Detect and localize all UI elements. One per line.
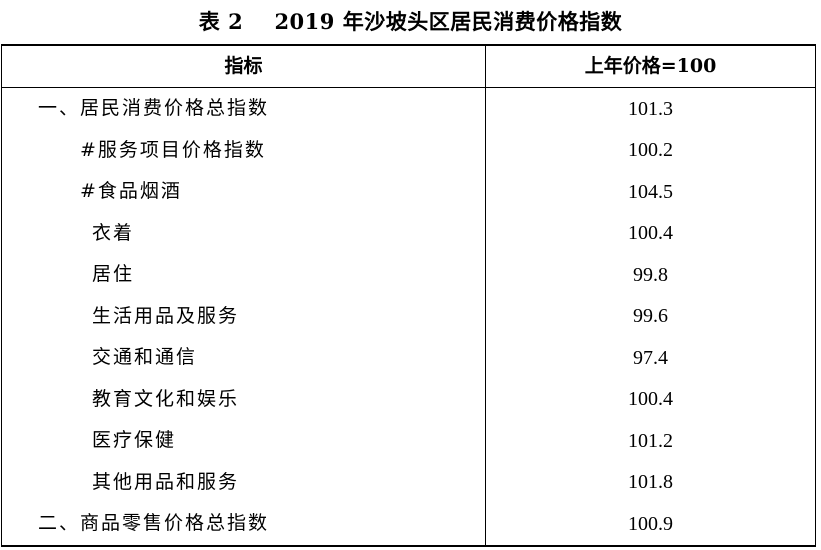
table-row: 医疗保健 101.2 [1, 420, 816, 462]
table-row: 二、商品零售价格总指数 100.9 [1, 503, 816, 547]
table-row: 居住 99.8 [1, 254, 816, 296]
row-value: 100.4 [485, 212, 816, 254]
row-label: 一、居民消费价格总指数 [1, 87, 486, 130]
row-value: 99.8 [485, 254, 816, 296]
table-row: 生活用品及服务 99.6 [1, 295, 816, 337]
row-value: 101.2 [485, 420, 816, 462]
table-row: 交通和通信 97.4 [1, 337, 816, 379]
row-label: 衣着 [1, 212, 486, 254]
row-label: 教育文化和娱乐 [1, 378, 486, 420]
row-value: 99.6 [485, 295, 816, 337]
row-label: 二、商品零售价格总指数 [1, 503, 486, 547]
table-row: #食品烟酒 104.5 [1, 171, 816, 213]
row-label: #食品烟酒 [1, 171, 486, 213]
row-value: 97.4 [485, 337, 816, 379]
row-label: 居住 [1, 254, 486, 296]
table-header-row: 指标 上年价格=100 [1, 44, 816, 88]
row-label: 医疗保健 [1, 420, 486, 462]
table-row: #服务项目价格指数 100.2 [1, 129, 816, 171]
row-label: 生活用品及服务 [1, 295, 486, 337]
row-value: 100.4 [485, 378, 816, 420]
header-value: 上年价格=100 [485, 44, 816, 88]
header-indicator: 指标 [1, 44, 486, 88]
row-value: 100.2 [485, 129, 816, 171]
table-row: 其他用品和服务 101.8 [1, 461, 816, 503]
row-label: 交通和通信 [1, 337, 486, 379]
table-row: 一、居民消费价格总指数 101.3 [1, 87, 816, 130]
row-value: 104.5 [485, 171, 816, 213]
row-value: 100.9 [485, 503, 816, 547]
row-value: 101.8 [485, 461, 816, 503]
table-row: 衣着 100.4 [1, 212, 816, 254]
table-row: 教育文化和娱乐 100.4 [1, 378, 816, 420]
row-label: 其他用品和服务 [1, 461, 486, 503]
row-value: 101.3 [485, 87, 816, 130]
table-title: 表 2 2019 年沙坡头区居民消费价格指数 [198, 9, 623, 34]
cpi-table: 指标 上年价格=100 一、居民消费价格总指数 101.3 #服务项目价格指数 … [1, 44, 816, 547]
row-label: #服务项目价格指数 [1, 129, 486, 171]
